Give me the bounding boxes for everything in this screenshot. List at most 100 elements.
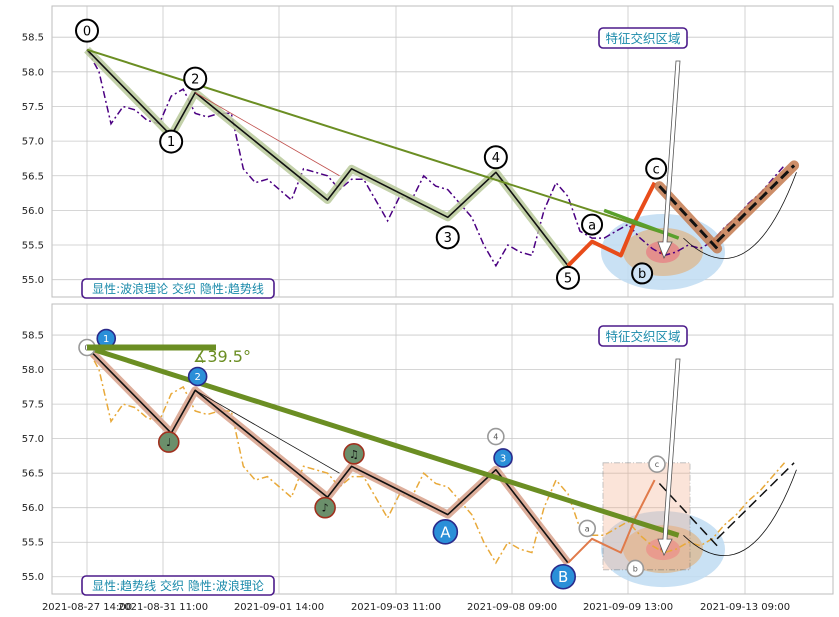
wave-label-2-text: 2	[194, 372, 200, 383]
wave-label-7-text: b	[638, 267, 646, 282]
wave-label-1-text: 1	[167, 135, 175, 150]
y-tick-label: 57.5	[22, 102, 44, 113]
wave-label-3-text: 3	[444, 231, 452, 246]
wave-label-3-circle	[435, 225, 460, 250]
y-tick-label: 56.0	[22, 206, 44, 217]
zone-label-box	[598, 325, 688, 347]
wave-label-2: 2	[187, 366, 208, 387]
wave-label-8-circle	[645, 157, 668, 180]
wave-label-6-text: A	[440, 523, 451, 541]
wave-label-7: b	[631, 262, 654, 285]
panel-label-text: 显性:波浪理论 交织 隐性:趋势线	[92, 281, 264, 296]
y-tick-label: 58.5	[22, 33, 44, 44]
wave-label-9-text: B	[558, 568, 568, 586]
wave-label-6: A	[432, 519, 459, 545]
wave-label-11: c	[648, 455, 666, 473]
wave-label-12-circle	[626, 559, 645, 578]
wave-label-7: 4	[487, 427, 505, 446]
wave-label-0-circle	[75, 18, 99, 43]
price-line	[86, 49, 786, 268]
leg-up	[716, 164, 796, 243]
zone-label-box	[598, 27, 688, 49]
wave-label-2-text: 2	[191, 72, 199, 87]
wave-sub-line	[195, 389, 340, 474]
y-tick-label: 58.0	[22, 67, 44, 78]
panel-label-box	[81, 278, 275, 299]
wave-label-2-circle	[187, 366, 208, 387]
wave-label-1: 1	[159, 129, 184, 154]
y-tick-label: 57.0	[22, 137, 44, 148]
wave-sub-line	[195, 92, 340, 177]
wave-label-12: b	[626, 559, 645, 578]
curve-arc	[683, 469, 797, 556]
x-tick-label: 2021-08-27 14:00	[42, 602, 132, 613]
zone-arrow	[657, 358, 681, 557]
wave-label-4-text: 4	[492, 151, 500, 166]
wave-label-4-circle	[483, 145, 508, 170]
y-tick-label: 55.0	[22, 275, 44, 286]
top-panel: 55.0 55.5 56.0 56.5 57.0 57.5 58.0 58.5 特征交织区域显性…	[22, 5, 834, 299]
wave-label-0-text: 0	[83, 24, 91, 39]
wave-label-4-text: ♪	[322, 502, 329, 515]
zone-label-text: 特征交织区域	[605, 31, 680, 46]
wave-line	[86, 49, 569, 267]
y-tick-label: 55.5	[22, 241, 44, 252]
y-tick-label: 58.0	[22, 365, 44, 376]
trend-line	[86, 345, 680, 538]
abc-line	[566, 181, 657, 268]
zone-label: 特征交织区域	[598, 325, 688, 347]
panel-label-text: 显性:趋势线 交织 隐性:波浪理论	[92, 578, 264, 593]
wave-label-3-circle	[157, 431, 180, 453]
x-tick-label: 2021-08-31 11:00	[118, 602, 208, 613]
wave-label-3: ♩	[157, 431, 180, 453]
wave-label-10: a	[578, 519, 597, 538]
wave-label-5: 5	[556, 265, 580, 290]
wave-label-7-circle	[487, 427, 505, 446]
wave-label-10-text: a	[585, 524, 590, 533]
y-tick-label: 56.5	[22, 469, 44, 480]
wave-label-9-circle	[550, 563, 576, 590]
x-tick-label: 2021-09-01 14:00	[234, 602, 324, 613]
y-tick-label: 55.5	[22, 538, 44, 549]
x-tick-label: 2021-09-08 09:00	[467, 602, 557, 613]
wave-label-4: ♪	[314, 496, 336, 519]
x-tick-label: 2021-09-13 09:00	[700, 602, 790, 613]
wave-label-1-circle	[159, 129, 184, 154]
wave-label-3-text: ♩	[166, 436, 171, 449]
wave-label-10-circle	[578, 519, 597, 538]
wave-label-12-text: b	[633, 564, 638, 573]
wave-label-0: 0	[75, 18, 99, 43]
wave-label-8-circle	[493, 448, 513, 468]
wave-label-11-text: c	[655, 460, 659, 469]
price-line	[86, 347, 786, 565]
wave-label-5-text: ♫	[349, 448, 359, 461]
y-tick-label: 57.0	[22, 434, 44, 445]
curve-arc	[683, 172, 797, 259]
wave-label-5: ♫	[343, 443, 365, 465]
y-tick-label: 58.5	[22, 331, 44, 342]
wave-label-2: 2	[183, 66, 208, 91]
panel-label: 显性:波浪理论 交织 隐性:趋势线	[81, 278, 275, 299]
panel-label-box	[81, 575, 275, 596]
wave-label-5-circle	[556, 265, 580, 290]
y-tick-label: 56.0	[22, 503, 44, 514]
zone-arrow-shape	[657, 358, 681, 557]
wave-label-3: 3	[435, 225, 460, 250]
wave-label-8: c	[645, 157, 668, 180]
y-tick-label: 57.5	[22, 400, 44, 411]
angle-label: ∡39.5°	[193, 347, 251, 366]
wave-label-8: 3	[493, 448, 513, 468]
wave-label-5-text: 5	[564, 272, 572, 287]
wave-label-8-text: c	[653, 162, 660, 177]
y-tick-label: 56.5	[22, 171, 44, 182]
wave-label-2-circle	[183, 66, 208, 91]
wave-label-8-text: 3	[500, 454, 506, 465]
zone-label: 特征交织区域	[598, 27, 688, 49]
wave-label-6-text: a	[588, 218, 596, 233]
zone-arrow	[657, 60, 681, 259]
wave-label-5-circle	[343, 443, 365, 465]
wave-label-7-text: 4	[493, 432, 498, 441]
wave-label-1-text: 1	[103, 334, 109, 345]
